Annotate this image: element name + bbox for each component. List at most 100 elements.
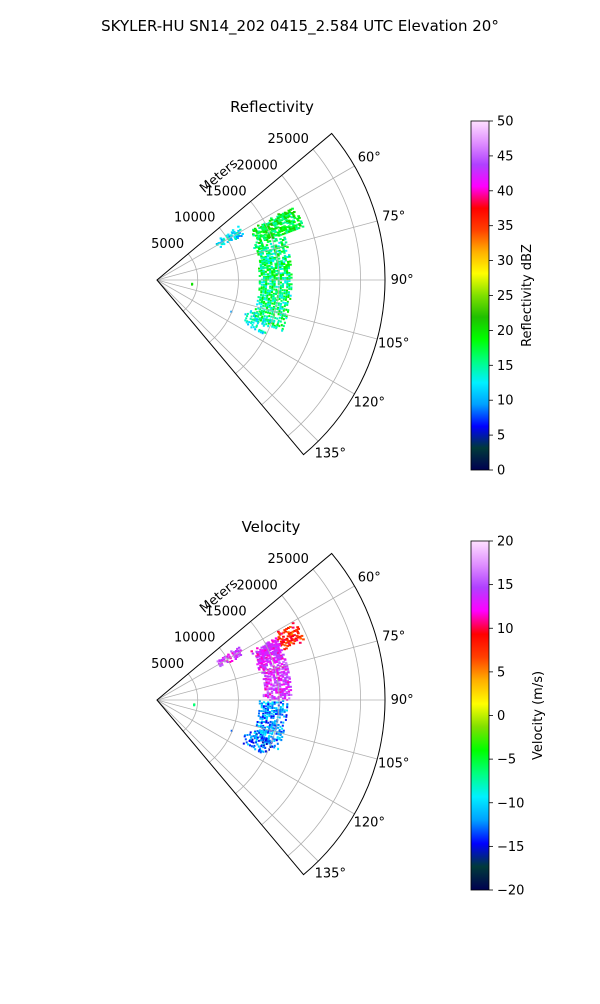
field-cell <box>281 267 284 270</box>
field-cell <box>266 289 269 292</box>
field-cell <box>271 285 274 288</box>
velocity-field <box>193 622 305 754</box>
field-cell <box>279 687 282 689</box>
field-cell <box>223 658 226 661</box>
field-cell <box>246 734 249 736</box>
field-cell <box>266 255 270 258</box>
field-cell <box>275 647 278 650</box>
field-cell <box>258 231 261 234</box>
field-cell <box>266 725 269 728</box>
field-cell <box>269 236 272 239</box>
field-cell <box>271 235 274 238</box>
field-cell <box>277 254 280 257</box>
field-cell <box>281 707 284 710</box>
sector-frame <box>156 132 386 456</box>
field-cell <box>281 688 284 691</box>
field-cell <box>227 657 230 660</box>
field-cell <box>288 215 291 218</box>
field-cell <box>289 636 293 638</box>
field-cell <box>264 711 267 714</box>
field-cell <box>276 226 280 229</box>
field-cell <box>274 231 277 233</box>
field-cell <box>266 650 270 652</box>
field-cell <box>259 319 262 322</box>
field-cell <box>259 305 262 308</box>
field-cell <box>260 743 263 746</box>
azimuth-tick-label: 135° <box>315 446 346 461</box>
field-cell <box>274 225 277 228</box>
field-cell <box>234 658 237 660</box>
field-cell <box>260 311 263 314</box>
field-cell <box>282 250 286 253</box>
field-cell <box>288 694 291 696</box>
field-cell <box>264 688 267 691</box>
field-cell <box>273 680 277 683</box>
field-cell <box>279 238 282 241</box>
field-cell <box>267 227 271 230</box>
colorbar-tick-label: −15 <box>497 840 524 855</box>
field-cell <box>276 324 279 327</box>
field-cell <box>275 654 279 657</box>
field-cell <box>288 284 291 287</box>
field-cell <box>261 295 264 298</box>
azimuth-tick-label: 75° <box>382 210 405 225</box>
field-cell <box>237 655 241 657</box>
field-cell <box>272 683 275 686</box>
field-cell <box>257 252 260 255</box>
field-cell <box>274 222 278 224</box>
field-cell <box>270 658 273 661</box>
field-cell <box>268 219 272 222</box>
field-cell <box>259 253 262 256</box>
field-cell <box>279 275 283 278</box>
field-cell <box>265 277 268 280</box>
field-cell <box>257 253 260 256</box>
field-cell <box>280 656 284 658</box>
field-cell <box>283 290 286 293</box>
field-cell <box>273 256 276 259</box>
field-cell <box>264 715 266 718</box>
field-cell <box>266 290 269 293</box>
field-cell <box>271 704 274 707</box>
field-cell <box>242 742 245 745</box>
field-cell <box>276 670 279 673</box>
field-cell <box>298 222 301 225</box>
field-cell <box>256 299 259 302</box>
field-cell <box>265 262 269 265</box>
field-cell <box>277 648 281 651</box>
field-cell <box>259 665 262 667</box>
field-cell <box>266 305 269 308</box>
field-cell <box>255 734 258 737</box>
field-cell <box>267 222 271 225</box>
field-cell <box>285 292 288 295</box>
field-cell <box>264 709 267 712</box>
range-ring <box>235 201 280 374</box>
field-cell <box>272 687 276 690</box>
field-cell <box>250 320 253 323</box>
field-cell <box>230 660 234 662</box>
field-cell <box>272 297 275 299</box>
field-cell <box>275 278 278 281</box>
field-cell <box>258 250 262 253</box>
field-cell <box>238 231 241 234</box>
field-cell <box>272 673 275 676</box>
field-cell <box>269 656 273 659</box>
field-cell <box>259 251 262 254</box>
field-cell <box>262 267 265 270</box>
field-cell <box>264 650 268 653</box>
field-cell <box>286 272 289 275</box>
field-cell <box>275 267 278 269</box>
field-cell <box>261 259 264 262</box>
field-cell <box>262 645 265 648</box>
field-cell <box>265 683 269 685</box>
field-region-speck <box>230 729 233 732</box>
field-cell <box>260 749 263 752</box>
field-cell <box>286 681 290 684</box>
field-cell <box>245 741 248 744</box>
field-cell <box>257 307 260 310</box>
field-cell <box>265 311 267 314</box>
field-cell <box>275 666 278 669</box>
field-cell <box>265 297 268 300</box>
field-cell <box>248 740 251 742</box>
field-cell <box>279 701 282 704</box>
field-cell <box>271 696 274 699</box>
